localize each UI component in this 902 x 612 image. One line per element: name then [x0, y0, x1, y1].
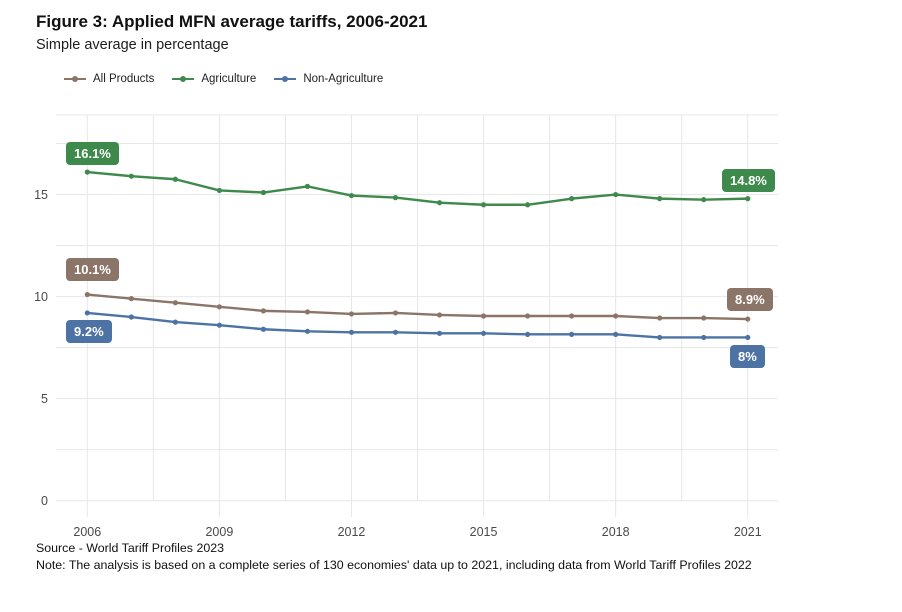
- x-axis-tick-label: 2018: [602, 525, 630, 539]
- data-label-agriculture-end: 14.8%: [722, 169, 775, 192]
- y-axis-tick-label: 5: [41, 392, 48, 406]
- data-label-non-agriculture-start: 9.2%: [66, 320, 112, 343]
- data-point-agriculture: [216, 187, 222, 194]
- all-products-line-marker-icon: [64, 74, 86, 84]
- source-text: Source - World Tariff Profiles 2023: [36, 541, 225, 555]
- data-point-agriculture: [480, 202, 487, 208]
- data-point-non-agriculture: [480, 330, 487, 336]
- y-axis-tick-label: 0: [41, 494, 48, 508]
- data-point-all-products: [701, 315, 707, 321]
- data-point-all-products: [392, 310, 399, 316]
- data-point-all-products: [657, 315, 663, 321]
- x-axis-tick-label: 2012: [338, 525, 366, 539]
- data-point-agriculture: [657, 196, 663, 202]
- data-point-all-products: [304, 309, 311, 315]
- data-point-all-products: [348, 311, 355, 317]
- series-line-all-products: [86, 293, 749, 321]
- non-agriculture-line-marker-icon: [274, 74, 297, 84]
- data-point-agriculture: [392, 195, 399, 201]
- series-line-non-agriculture: [86, 311, 749, 339]
- data-point-all-products: [569, 313, 575, 319]
- data-point-non-agriculture: [701, 334, 707, 341]
- data-point-agriculture: [525, 202, 531, 208]
- x-axis-tick-label: 2009: [205, 525, 233, 539]
- data-point-non-agriculture: [216, 322, 222, 328]
- y-axis-tick-label: 15: [34, 188, 48, 202]
- data-point-non-agriculture: [348, 329, 355, 335]
- data-point-agriculture: [304, 183, 311, 189]
- agriculture-line-marker-icon: [172, 74, 195, 84]
- data-label-non-agriculture-end: 8%: [730, 345, 765, 368]
- legend-label-agriculture: Agriculture: [201, 73, 257, 85]
- data-label-all-products-start: 10.1%: [66, 258, 119, 281]
- data-point-non-agriculture: [84, 310, 90, 316]
- data-point-agriculture: [613, 191, 619, 198]
- data-point-agriculture: [701, 197, 707, 203]
- data-point-non-agriculture: [525, 331, 531, 337]
- data-point-agriculture: [436, 200, 443, 206]
- x-axis-tick-label: 2021: [734, 525, 762, 539]
- data-point-all-products: [216, 304, 222, 310]
- chart-subtitle: Simple average in percentage: [36, 37, 229, 53]
- note-text: Note: The analysis is based on a complet…: [36, 558, 752, 572]
- data-point-non-agriculture: [745, 334, 751, 341]
- series-line-agriculture: [86, 170, 749, 206]
- data-point-all-products: [436, 312, 443, 318]
- data-point-all-products: [745, 316, 751, 322]
- y-axis-tick-label: 10: [34, 290, 48, 304]
- data-point-non-agriculture: [613, 331, 619, 337]
- data-point-all-products: [260, 308, 267, 314]
- legend-item-all-products: All Products: [64, 73, 154, 85]
- data-point-agriculture: [172, 176, 178, 182]
- data-point-non-agriculture: [436, 330, 443, 336]
- data-point-agriculture: [84, 169, 90, 175]
- data-point-agriculture: [260, 189, 267, 196]
- data-point-all-products: [172, 300, 178, 306]
- data-point-non-agriculture: [392, 329, 399, 335]
- x-axis-tick-label: 2006: [73, 525, 101, 539]
- data-label-all-products-end: 8.9%: [727, 288, 773, 311]
- data-point-agriculture: [348, 192, 355, 199]
- chart-title: Figure 3: Applied MFN average tariffs, 2…: [36, 12, 428, 31]
- data-point-all-products: [613, 313, 619, 319]
- data-point-non-agriculture: [128, 314, 134, 320]
- data-point-all-products: [84, 291, 90, 298]
- data-point-all-products: [480, 313, 487, 319]
- data-point-non-agriculture: [304, 328, 311, 334]
- data-point-non-agriculture: [657, 334, 663, 341]
- data-point-agriculture: [128, 173, 134, 179]
- data-point-all-products: [525, 313, 531, 319]
- data-point-all-products: [128, 296, 134, 302]
- legend-item-agriculture: Agriculture: [172, 73, 256, 85]
- data-point-non-agriculture: [172, 319, 178, 325]
- legend-label-all-products: All Products: [93, 73, 155, 85]
- legend-item-non-agriculture: Non-Agriculture: [274, 73, 383, 85]
- chart-legend: All Products Agriculture Non-Agriculture: [64, 73, 383, 85]
- data-point-non-agriculture: [569, 331, 575, 337]
- data-label-agriculture-start: 16.1%: [66, 142, 119, 165]
- data-point-agriculture: [745, 196, 751, 202]
- legend-label-non-agriculture: Non-Agriculture: [303, 73, 384, 85]
- data-point-agriculture: [569, 196, 575, 202]
- x-axis-tick-label: 2015: [470, 525, 498, 539]
- data-point-non-agriculture: [260, 326, 267, 332]
